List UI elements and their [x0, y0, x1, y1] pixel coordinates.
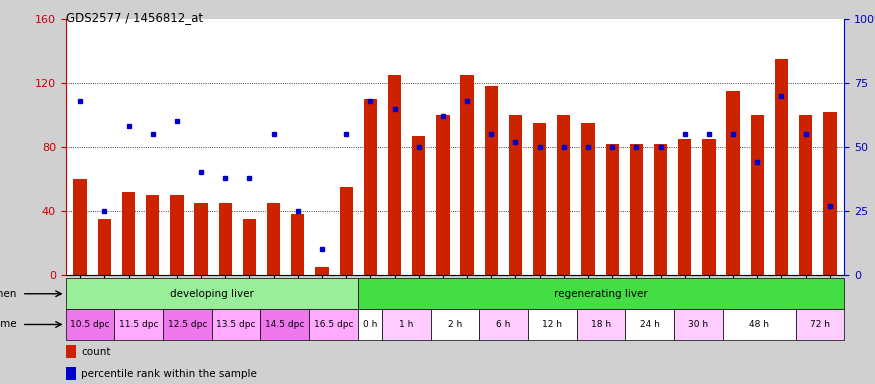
Bar	[581, 123, 595, 275]
Bar	[194, 203, 207, 275]
Bar	[480, 309, 528, 340]
Bar	[66, 345, 76, 358]
Bar	[577, 309, 626, 340]
Bar	[674, 309, 723, 340]
Bar	[606, 144, 619, 275]
Bar	[146, 195, 159, 275]
Bar	[98, 219, 111, 275]
Text: GDS2577 / 1456812_at: GDS2577 / 1456812_at	[66, 12, 203, 25]
Text: 72 h: 72 h	[810, 320, 830, 329]
Bar	[460, 75, 473, 275]
Text: 10.5 dpc: 10.5 dpc	[70, 320, 109, 329]
Bar	[430, 309, 480, 340]
Text: count: count	[81, 347, 111, 357]
Text: regenerating liver: regenerating liver	[554, 289, 648, 299]
Text: 14.5 dpc: 14.5 dpc	[265, 320, 304, 329]
Text: 0 h: 0 h	[362, 320, 377, 329]
Text: developing liver: developing liver	[170, 289, 254, 299]
Bar	[358, 278, 844, 309]
Bar	[315, 266, 329, 275]
Text: 1 h: 1 h	[399, 320, 414, 329]
Bar	[626, 309, 674, 340]
Text: 18 h: 18 h	[591, 320, 611, 329]
Bar	[437, 115, 450, 275]
Text: 6 h: 6 h	[496, 320, 511, 329]
Text: 2 h: 2 h	[448, 320, 462, 329]
Bar	[823, 112, 836, 275]
Bar	[799, 115, 812, 275]
Text: 48 h: 48 h	[749, 320, 769, 329]
Text: 24 h: 24 h	[640, 320, 660, 329]
Bar	[364, 99, 377, 275]
Bar	[66, 309, 115, 340]
Bar	[66, 367, 76, 381]
Bar	[726, 91, 739, 275]
Bar	[242, 219, 256, 275]
Bar	[219, 203, 232, 275]
Bar	[388, 75, 402, 275]
Bar	[485, 86, 498, 275]
Text: 30 h: 30 h	[689, 320, 709, 329]
Bar	[508, 115, 522, 275]
Bar	[678, 139, 691, 275]
Bar	[751, 115, 764, 275]
Bar	[340, 187, 353, 275]
Bar	[533, 123, 546, 275]
Bar	[412, 136, 425, 275]
Bar	[309, 309, 358, 340]
Bar	[212, 309, 261, 340]
Bar	[163, 309, 212, 340]
Bar	[630, 144, 643, 275]
Bar	[557, 115, 570, 275]
Bar	[74, 179, 87, 275]
Bar	[528, 309, 577, 340]
Text: percentile rank within the sample: percentile rank within the sample	[81, 369, 257, 379]
Bar	[358, 309, 382, 340]
Text: 13.5 dpc: 13.5 dpc	[216, 320, 256, 329]
Bar	[795, 309, 844, 340]
Bar	[723, 309, 795, 340]
Bar	[66, 278, 358, 309]
Bar	[775, 59, 788, 275]
Bar	[115, 309, 163, 340]
Bar	[654, 144, 668, 275]
Bar	[382, 309, 430, 340]
Bar	[267, 203, 280, 275]
Text: time: time	[0, 319, 17, 329]
Bar	[171, 195, 184, 275]
Text: 12 h: 12 h	[542, 320, 563, 329]
Bar	[261, 309, 309, 340]
Text: 12.5 dpc: 12.5 dpc	[168, 320, 207, 329]
Bar	[703, 139, 716, 275]
Text: 16.5 dpc: 16.5 dpc	[313, 320, 354, 329]
Text: 11.5 dpc: 11.5 dpc	[119, 320, 158, 329]
Bar	[122, 192, 135, 275]
Bar	[291, 214, 304, 275]
Text: specimen: specimen	[0, 289, 17, 299]
